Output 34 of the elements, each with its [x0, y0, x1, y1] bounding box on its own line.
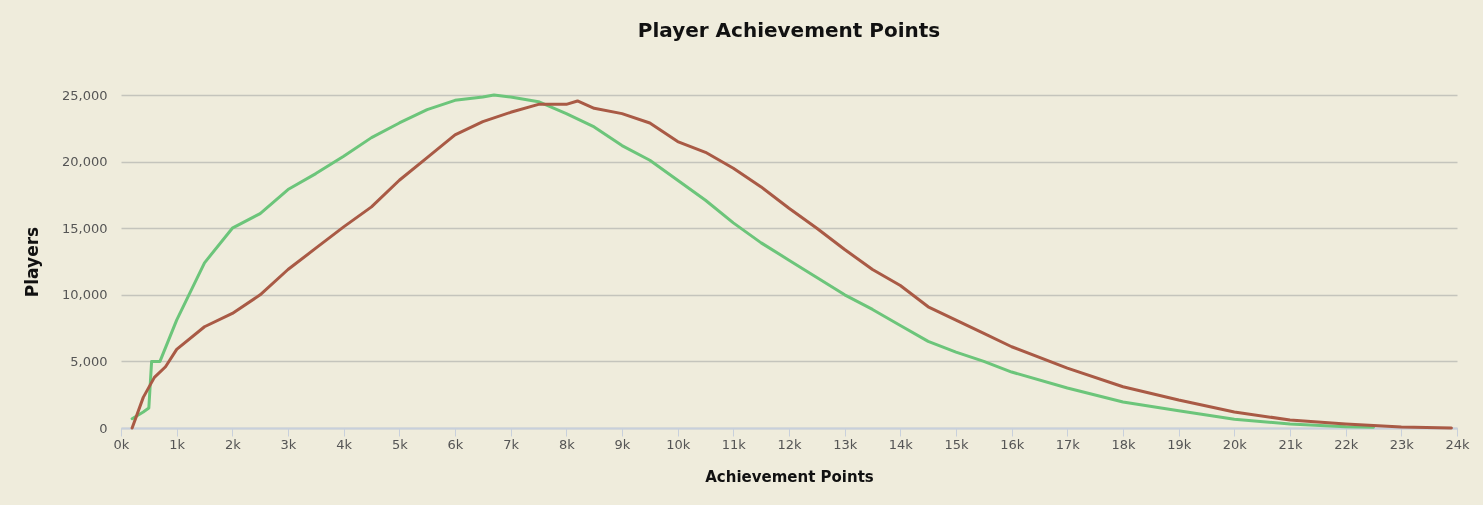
y-axis-title: Players	[22, 226, 43, 298]
y-tick-label: 10,000	[62, 287, 108, 303]
chart-title: Player Achievement Points	[637, 18, 941, 42]
x-tick-label: 6k	[447, 436, 464, 452]
x-tick-label: 17k	[1055, 436, 1081, 452]
x-tick-label: 15k	[944, 436, 969, 452]
x-tick-label: 16k	[1000, 436, 1025, 452]
y-tick-label: 15,000	[62, 220, 108, 236]
x-tick-label: 18k	[1111, 436, 1136, 452]
x-tick-label: 19k	[1167, 436, 1192, 452]
x-tick-label: 9k	[614, 436, 631, 452]
x-tick-label: 12k	[777, 436, 802, 452]
x-axis-title: Achievement Points	[705, 467, 874, 486]
y-tick-label: 25,000	[62, 87, 108, 103]
x-tick-label: 5k	[391, 436, 409, 452]
x-tick-label: 21k	[1278, 436, 1303, 452]
x-tick-label: 0k	[113, 436, 130, 452]
x-tick-label: 13k	[833, 436, 858, 452]
y-tick-label: 20,000	[62, 154, 108, 170]
x-tick-label: 3k	[280, 436, 297, 452]
x-tick-label: 1k	[169, 436, 186, 452]
x-tick-label: 7k	[503, 436, 520, 452]
x-tick-label: 8k	[558, 436, 576, 452]
x-tick-label: 11k	[721, 436, 747, 452]
x-tick-label: 24k	[1445, 436, 1470, 452]
x-tick-label: 23k	[1389, 436, 1415, 452]
x-tick-label: 10k	[666, 436, 691, 452]
y-tick-label: 0	[99, 420, 108, 436]
y-tick-label: 5,000	[70, 353, 108, 369]
x-tick-label: 20k	[1222, 436, 1248, 452]
x-tick-label: 22k	[1334, 436, 1359, 452]
x-tick-label: 14k	[888, 436, 914, 452]
x-tick-label: 4k	[336, 436, 353, 452]
x-tick-label: 2k	[224, 436, 242, 452]
